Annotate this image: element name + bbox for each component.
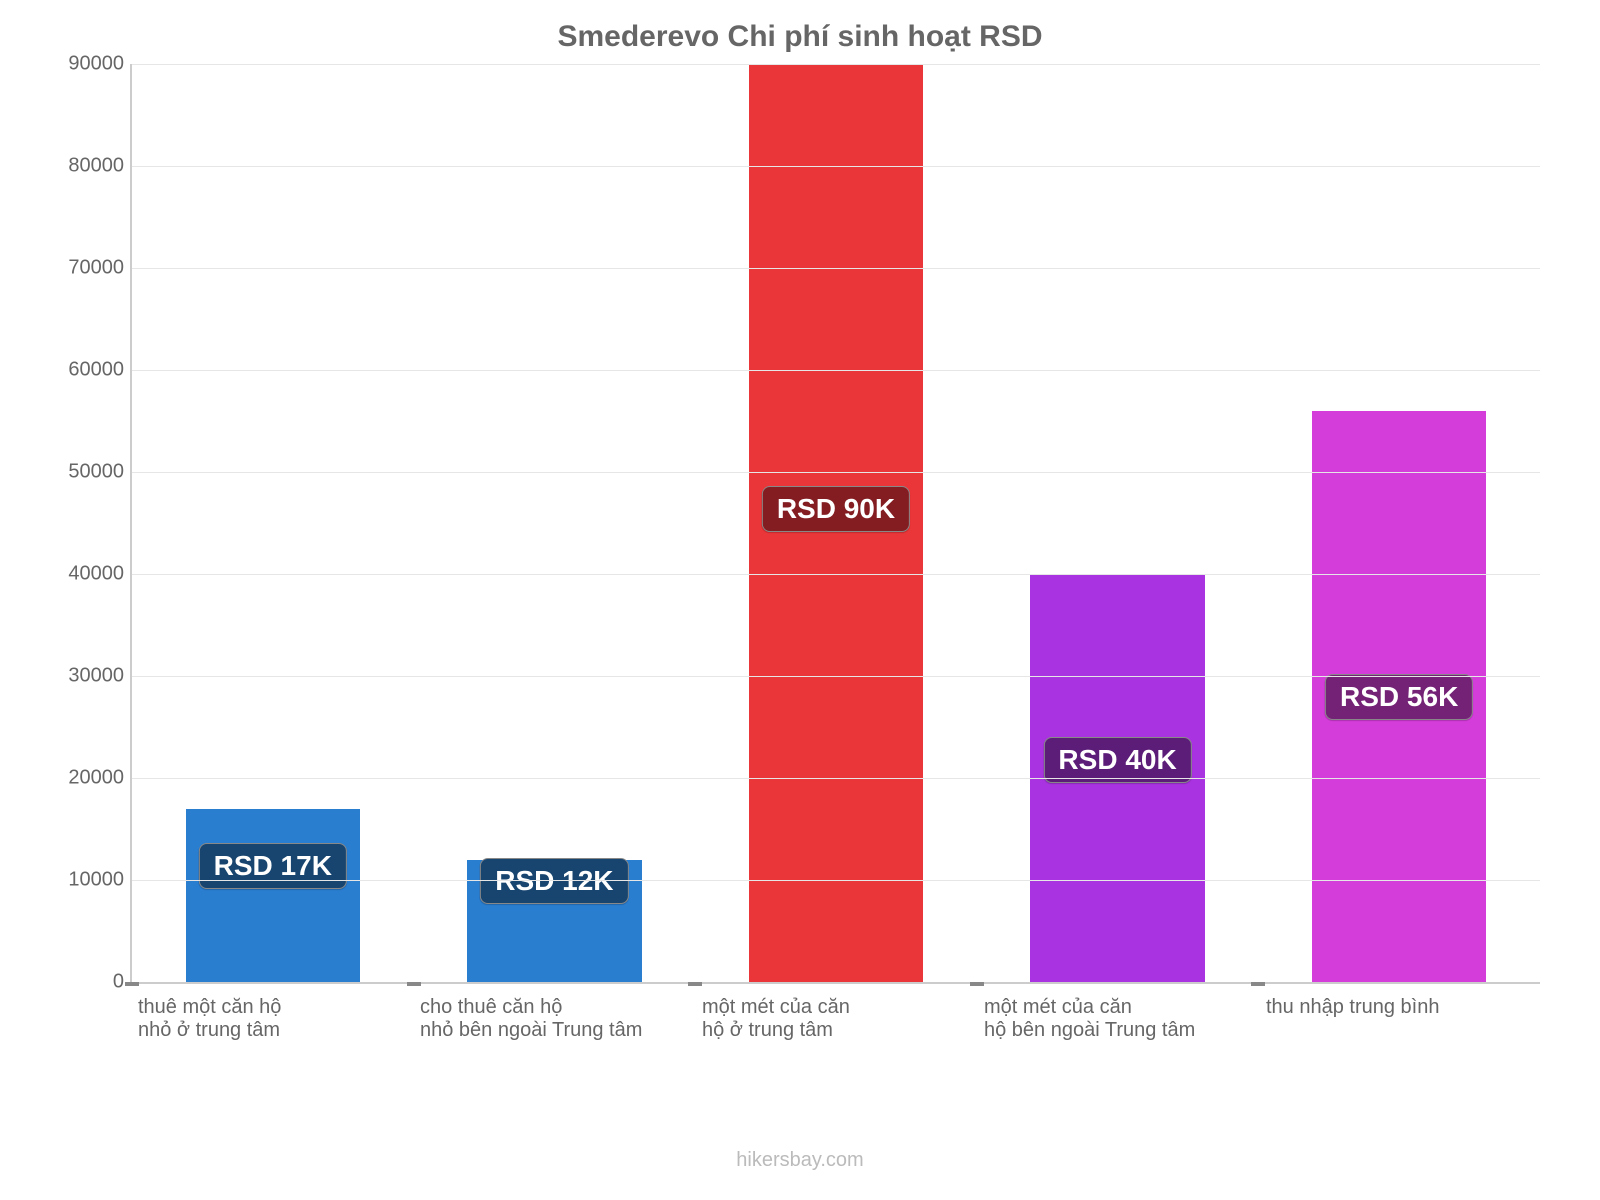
y-tick-label: 80000	[68, 155, 124, 178]
bar-value-label: RSD 17K	[199, 843, 347, 889]
gridline	[132, 370, 1540, 371]
bars-row: RSD 17K RSD 12K RSD 90K RSD 40K RSD 56K	[132, 64, 1540, 982]
bar: RSD 17K	[186, 809, 361, 982]
gridline	[132, 880, 1540, 881]
x-axis-label: thuê một căn hộnhỏ ở trung tâm	[130, 984, 412, 1042]
gridline	[132, 268, 1540, 269]
bar-slot: RSD 90K	[695, 64, 977, 982]
attribution-text: hikersbay.com	[0, 1149, 1600, 1172]
y-tick-label: 90000	[68, 53, 124, 76]
y-tick-label: 70000	[68, 257, 124, 280]
bar-slot: RSD 40K	[977, 64, 1259, 982]
y-tick-label: 20000	[68, 767, 124, 790]
y-tick-label: 10000	[68, 869, 124, 892]
bar-value-label: RSD 90K	[762, 486, 910, 532]
bar: RSD 56K	[1312, 411, 1487, 982]
x-tick-mark	[970, 982, 984, 986]
bar-value-label: RSD 56K	[1325, 674, 1473, 720]
x-axis-label: một mét của cănhộ bên ngoài Trung tâm	[976, 984, 1258, 1042]
gridline	[132, 676, 1540, 677]
x-axis-label: cho thuê căn hộnhỏ bên ngoài Trung tâm	[412, 984, 694, 1042]
bar-slot: RSD 56K	[1258, 64, 1540, 982]
x-tick-mark	[125, 982, 139, 986]
gridline	[132, 472, 1540, 473]
x-axis-label: một mét của cănhộ ở trung tâm	[694, 984, 976, 1042]
bar-value-label: RSD 40K	[1043, 737, 1191, 783]
y-tick-label: 60000	[68, 358, 124, 381]
x-axis: thuê một căn hộnhỏ ở trung tâmcho thuê c…	[130, 984, 1540, 1042]
chart-container: Smederevo Chi phí sinh hoạt RSD RSD 17KR…	[0, 0, 1600, 1200]
y-tick-label: 40000	[68, 563, 124, 586]
bar-slot: RSD 12K	[414, 64, 696, 982]
gridline	[132, 166, 1540, 167]
x-tick-mark	[407, 982, 421, 986]
x-tick-mark	[1251, 982, 1265, 986]
x-tick-mark	[688, 982, 702, 986]
y-tick-label: 50000	[68, 461, 124, 484]
x-axis-label: thu nhập trung bình	[1258, 984, 1540, 1042]
y-tick-label: 0	[113, 971, 124, 994]
bar: RSD 12K	[467, 860, 642, 982]
bar: RSD 90K	[749, 64, 924, 982]
chart-title: Smederevo Chi phí sinh hoạt RSD	[40, 20, 1560, 54]
y-tick-label: 30000	[68, 664, 124, 687]
plot-area: RSD 17KRSD 12KRSD 90KRSD 40KRSD 56K 0100…	[130, 64, 1540, 984]
gridline	[132, 64, 1540, 65]
bar-slot: RSD 17K	[132, 64, 414, 982]
gridline	[132, 574, 1540, 575]
gridline	[132, 778, 1540, 779]
